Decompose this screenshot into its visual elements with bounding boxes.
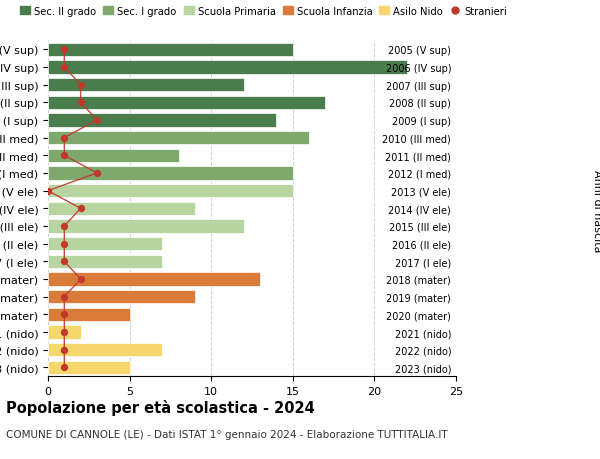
- Bar: [48, 343, 162, 357]
- Point: [59, 46, 69, 54]
- Bar: [48, 326, 80, 339]
- Bar: [48, 361, 130, 374]
- Bar: [48, 132, 309, 145]
- Bar: [48, 202, 195, 215]
- Bar: [48, 185, 293, 198]
- Point: [59, 134, 69, 142]
- Text: Anni di nascita: Anni di nascita: [592, 170, 600, 252]
- Bar: [48, 255, 162, 269]
- Point: [59, 293, 69, 301]
- Bar: [48, 114, 277, 127]
- Bar: [48, 237, 162, 251]
- Point: [92, 170, 102, 177]
- Bar: [48, 79, 244, 92]
- Point: [59, 223, 69, 230]
- Text: Popolazione per età scolastica - 2024: Popolazione per età scolastica - 2024: [6, 399, 315, 415]
- Point: [76, 276, 85, 283]
- Point: [59, 329, 69, 336]
- Text: COMUNE DI CANNOLE (LE) - Dati ISTAT 1° gennaio 2024 - Elaborazione TUTTITALIA.IT: COMUNE DI CANNOLE (LE) - Dati ISTAT 1° g…: [6, 429, 448, 439]
- Point: [76, 205, 85, 213]
- Bar: [48, 96, 325, 110]
- Point: [59, 258, 69, 265]
- Point: [76, 82, 85, 89]
- Bar: [48, 167, 293, 180]
- Legend: Sec. II grado, Sec. I grado, Scuola Primaria, Scuola Infanzia, Asilo Nido, Stran: Sec. II grado, Sec. I grado, Scuola Prim…: [16, 3, 511, 21]
- Bar: [48, 273, 260, 286]
- Bar: [48, 44, 293, 57]
- Point: [59, 364, 69, 371]
- Point: [59, 311, 69, 319]
- Bar: [48, 149, 179, 162]
- Bar: [48, 220, 244, 233]
- Point: [59, 241, 69, 248]
- Point: [76, 99, 85, 106]
- Bar: [48, 308, 130, 321]
- Point: [43, 188, 53, 195]
- Bar: [48, 61, 407, 74]
- Bar: [48, 291, 195, 304]
- Point: [59, 346, 69, 353]
- Point: [59, 64, 69, 72]
- Point: [92, 117, 102, 124]
- Point: [59, 152, 69, 160]
